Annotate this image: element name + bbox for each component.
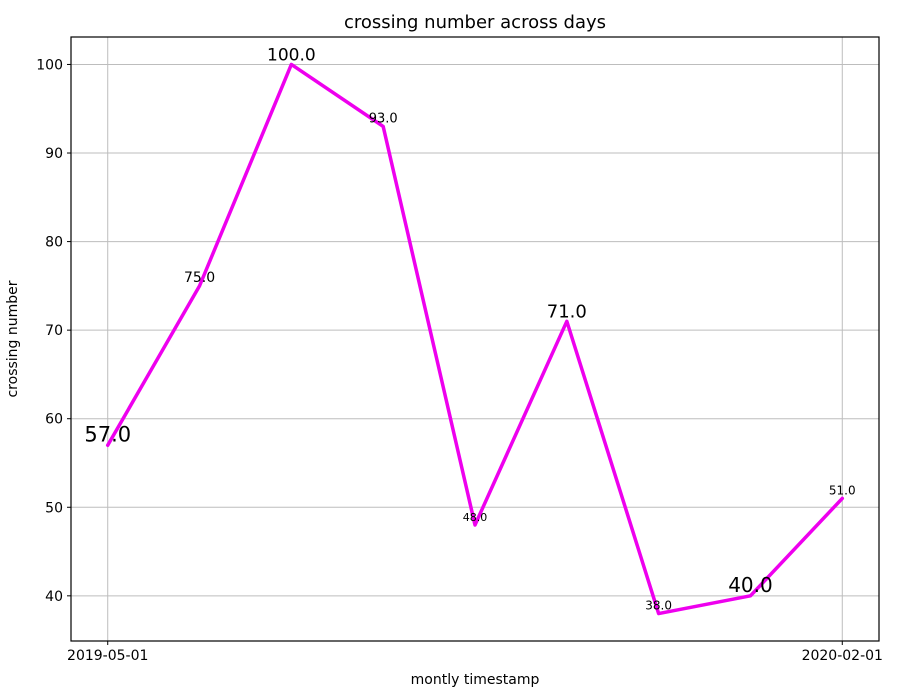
point-label-layer: 57.0 75.0 100.0 93.0 48.0 71.0 38.0 40.0 51.0: [84, 45, 855, 612]
y-tick-label: 40: [45, 589, 63, 605]
data-point-label: 93.0: [369, 111, 398, 126]
x-axis-label: montly timestamp: [411, 672, 540, 688]
y-axis-label: crossing number: [5, 280, 21, 397]
y-tick-label: 90: [45, 146, 63, 162]
y-tick-label: 50: [45, 500, 63, 516]
x-tick-label: 2019-05-01: [67, 648, 148, 664]
series-layer: [105, 62, 845, 616]
data-point-label: 57.0: [84, 422, 131, 446]
y-tick-label: 100: [36, 57, 63, 73]
data-point-label: 71.0: [547, 301, 587, 322]
data-point-label: 75.0: [184, 270, 215, 286]
data-point-label: 40.0: [728, 573, 773, 597]
axes-layer: 40 50 60 70 80 90 100 2019-05-01 2020-02-01: [36, 36, 883, 664]
data-point-label: 38.0: [645, 599, 672, 613]
grid-layer: [71, 37, 879, 641]
x-tick-label: 2020-02-01: [802, 648, 883, 664]
chart-title: crossing number across days: [344, 12, 606, 33]
data-series-line: [105, 62, 845, 616]
y-tick-label: 80: [45, 235, 63, 251]
y-tick-label: 60: [45, 412, 63, 428]
data-point-label: 51.0: [829, 483, 856, 497]
y-tick-label: 70: [45, 323, 63, 339]
plot-border: [70, 36, 880, 642]
data-point-label: 100.0: [267, 45, 316, 65]
data-point-label: 48.0: [463, 511, 488, 524]
